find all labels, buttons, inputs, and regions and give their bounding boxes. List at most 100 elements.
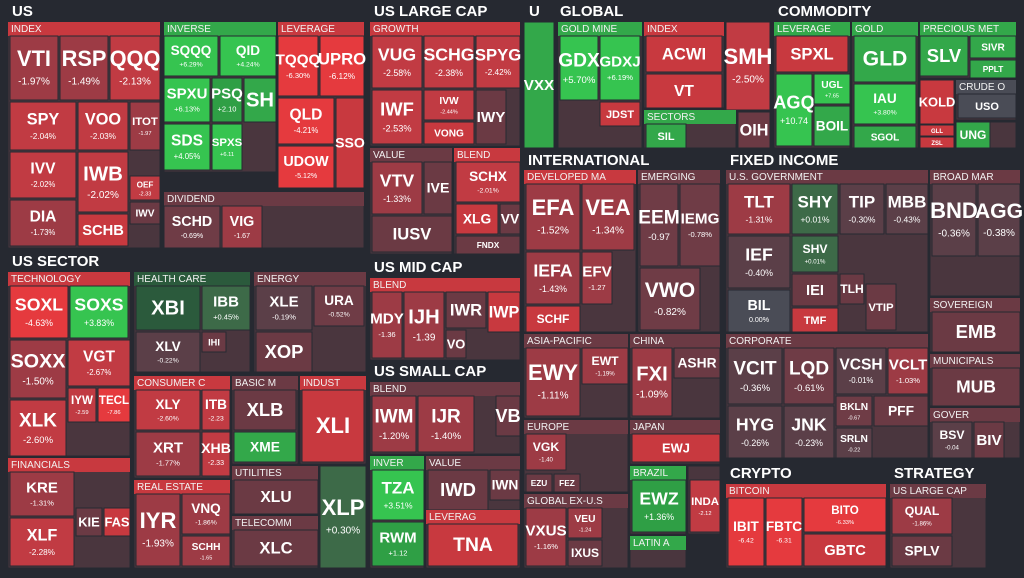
tile [727,347,783,405]
ticker: XLK [19,410,57,431]
ticker: XLE [269,294,298,311]
tile [163,205,221,249]
ticker: FBTC [766,519,802,534]
change: +6.11 [220,152,234,158]
ticker: URA [324,293,354,308]
ticker: XLU [260,489,291,506]
ticker: GBTC [824,543,866,559]
tile [957,93,1017,119]
group-header [524,420,628,434]
group-header [254,272,366,286]
ticker: PFF [888,404,914,419]
ticker: VCSH [839,357,882,374]
ticker: SCHH [192,542,221,553]
tile [727,497,765,567]
group-label: SOVEREIGN [933,300,992,311]
tile [277,145,335,189]
section-title: INTERNATIONAL [528,152,649,169]
tile [525,183,581,251]
change: -1.49% [68,76,100,87]
tile [727,289,791,333]
tile [523,21,555,149]
change: -1.33% [383,194,411,204]
change: -2.44% [440,109,458,115]
tile [455,235,521,255]
ticker: SHY [798,193,834,212]
tile [371,35,423,89]
change: -0.43% [894,214,921,224]
tile [639,183,679,267]
ticker: VB [495,406,520,426]
group-label: ASIA-PACIFIC [527,336,592,347]
change: -2.03% [90,132,116,141]
group-header [8,22,160,36]
tile [853,35,917,83]
ticker: SOXL [15,294,63,314]
change: -0.01% [849,376,874,385]
group-label: HEALTH CARE [137,274,207,285]
ticker: HYG [736,414,774,434]
group-label: INDEX [11,24,42,35]
change: +0.01% [805,259,826,266]
tile [371,89,423,145]
ticker: DIA [30,209,57,226]
change: -1.11% [538,390,569,401]
tile [489,469,521,501]
tile [525,305,581,333]
tile [221,205,263,249]
ticker: VV [501,212,520,227]
ticker: PPLT [983,64,1004,74]
ticker: XLG [463,212,491,227]
ticker: MUB [956,377,996,397]
tile [135,389,201,431]
ticker: GDXJ [599,54,640,71]
tile [919,136,955,149]
group-header [370,278,520,292]
change: -2.33 [208,459,224,467]
section-title: FIXED INCOME [730,152,838,169]
group-header [644,22,724,36]
tile [727,183,791,235]
ticker: EFV [582,264,612,281]
ticker: QQQ [110,46,161,71]
tile [955,121,991,149]
change: -0.22% [157,358,179,365]
change: -2.50% [732,74,764,85]
group-header [232,376,298,390]
group-header [426,456,520,470]
change: -1.65 [200,555,213,561]
ticker: SOXX [11,350,66,372]
ticker: IEFA [533,260,573,280]
change: -0.97 [648,232,670,243]
tile [69,285,129,339]
change: -2.59 [75,410,88,416]
change: -1.24 [579,527,592,533]
ticker: AGG [975,200,1023,223]
ticker: INDA [691,496,719,508]
group-header [638,170,720,184]
ticker: OEF [137,180,154,189]
ticker: SPLV [904,544,940,559]
ticker: GLD [863,48,908,71]
tile [423,35,475,89]
change: +0.01% [800,214,830,224]
ticker: TMF [804,315,827,327]
ticker: FEZ [559,478,575,488]
group-header [644,110,736,124]
tile [77,213,129,247]
change: +0.30% [326,525,360,536]
tile [645,35,723,73]
tile [791,235,839,273]
group-header [454,148,520,162]
ticker: VTV [380,170,415,190]
tile [135,431,201,477]
tile [277,97,335,145]
change: 0.00% [749,316,770,324]
ticker: IWY [477,109,506,126]
group-label: LEVERAG [429,512,476,523]
ticker: SCHX [469,169,507,184]
tile [885,183,929,235]
ticker: QLD [290,107,323,124]
group-header [134,272,250,286]
